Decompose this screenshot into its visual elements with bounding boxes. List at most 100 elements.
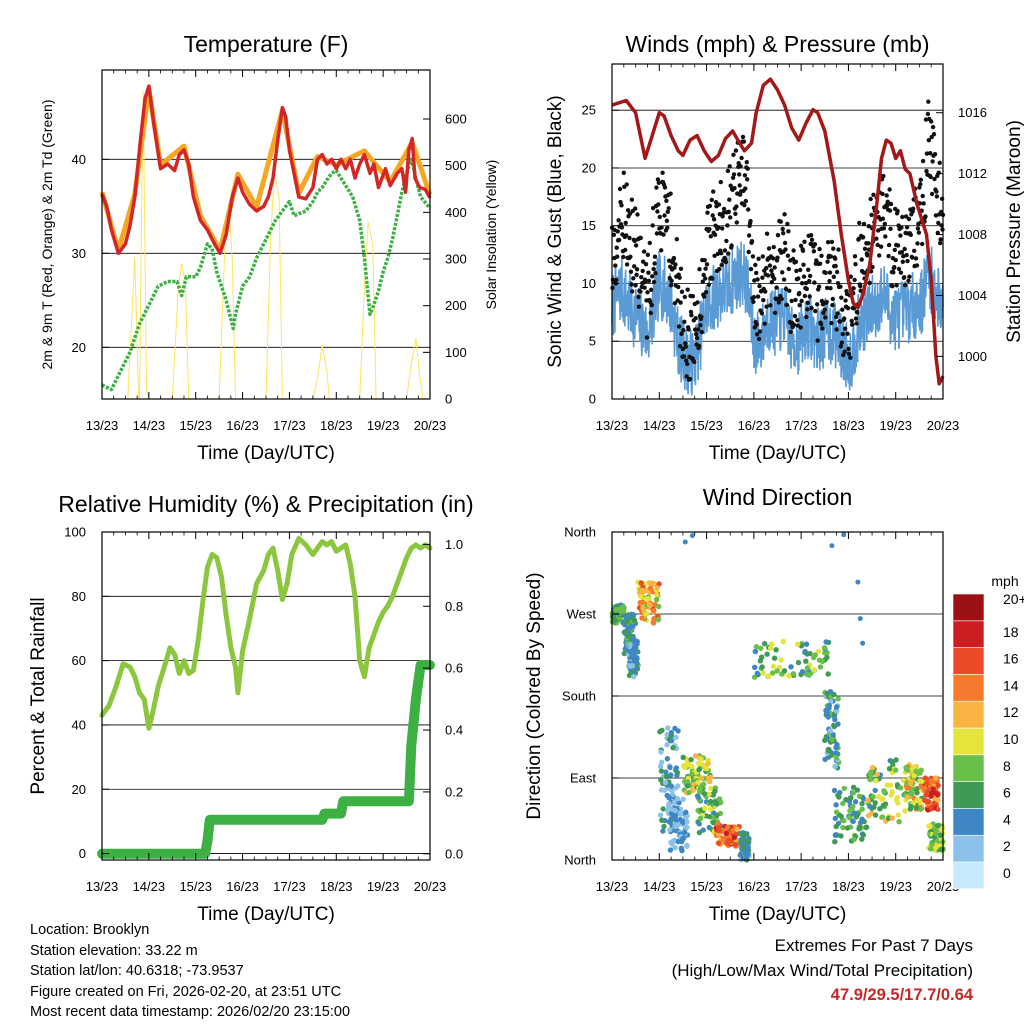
gust-point [780,270,785,275]
gust-point [793,259,799,264]
direction-point [716,796,723,802]
recent-text: Most recent data timestamp: 2026/02/20 2… [30,1004,351,1020]
gust-point [797,303,802,308]
gust-point [860,235,866,240]
direction-point [923,781,930,787]
gust-point [842,349,847,354]
direction-point [852,799,859,805]
gust-point [892,247,897,253]
direction-point [917,770,923,776]
direction-point [698,775,705,781]
gust-point [813,308,818,314]
gust-point [895,243,901,248]
y-right-axis-label: Station Pressure (Maroon) [1004,120,1024,343]
extremes-panel: Extremes For Past 7 Days (High/Low/Max W… [672,934,973,1008]
gust-point [684,374,689,379]
gust-point [624,182,629,187]
gust-point [624,262,630,267]
gust-point [786,229,791,234]
direction-point [706,814,713,820]
gust-point [616,218,621,223]
gust-point [669,278,674,283]
gust-point [819,253,824,258]
direction-point [819,658,826,665]
direction-point [856,824,863,830]
gust-point [754,322,759,327]
gust-point [885,203,890,208]
gust-point [680,346,686,352]
y-tick-label: 20 [582,160,596,175]
direction-point [681,835,687,841]
gust-point [721,210,726,215]
location-text: Location: Brooklyn [30,922,150,938]
direction-point [894,795,900,801]
gust-point [932,176,937,182]
direction-point [788,664,794,670]
direction-point [851,811,857,817]
gust-point [824,299,829,305]
chart-title: Winds (mph) & Pressure (mb) [625,31,929,57]
direction-point [811,667,817,673]
y-right-tick-label: 1008 [958,227,987,242]
direction-point [846,814,853,821]
gust-point [715,251,721,256]
gust-point [755,277,760,282]
direction-point [786,673,792,679]
gust-point [664,198,669,203]
gust-point [641,259,646,264]
direction-point [740,844,746,850]
gust-point [890,284,895,289]
gust-point [911,206,916,211]
gust-point [833,314,839,320]
gust-point [798,243,804,248]
direction-point [896,819,902,825]
direction-point [646,580,652,586]
x-tick-label: 14/23 [133,418,166,433]
gust-point [817,246,822,252]
gust-point [707,227,712,232]
direction-point [831,722,837,729]
direction-point [759,664,765,670]
gust-point [635,212,640,217]
gust-point [734,220,739,225]
gust-point [695,327,701,332]
gust-point [807,294,812,299]
colorbar-label: 16 [1003,651,1019,667]
gust-point [760,275,765,280]
direction-point [928,846,934,852]
gust-point [729,243,734,248]
gust-point [656,202,661,207]
gust-point [852,277,857,283]
y-tick-label: 25 [582,103,596,118]
temp-2m-line [100,84,432,256]
gust-point [888,201,894,207]
direction-point [667,764,673,771]
gust-point [820,326,825,331]
gust-point [716,202,722,207]
temp-9m-line [99,86,433,253]
direction-point [638,580,644,586]
gust-point [903,283,908,288]
gust-point [782,212,787,217]
gust-point [828,286,833,291]
gust-point [807,273,813,279]
gust-point [678,266,684,271]
gust-point [825,259,830,264]
colorbar-label: 4 [1003,811,1011,827]
direction-point [879,796,885,803]
direction-point [910,764,917,770]
direction-point [821,645,828,651]
gust-point [647,240,652,246]
gust-point [807,278,812,284]
gust-point [704,262,710,267]
panel-1: 13/23 14/23 15/23 16/23 17/23 18/23 19/23 20/23… [39,31,499,464]
direction-point [613,607,619,613]
gust-point [923,117,929,122]
direction-point [689,771,695,777]
gust-point [764,304,769,309]
gust-point [915,241,920,246]
gust-point [672,301,678,306]
gust-point [850,322,855,327]
gust-point [796,276,801,281]
gust-point [775,255,780,260]
